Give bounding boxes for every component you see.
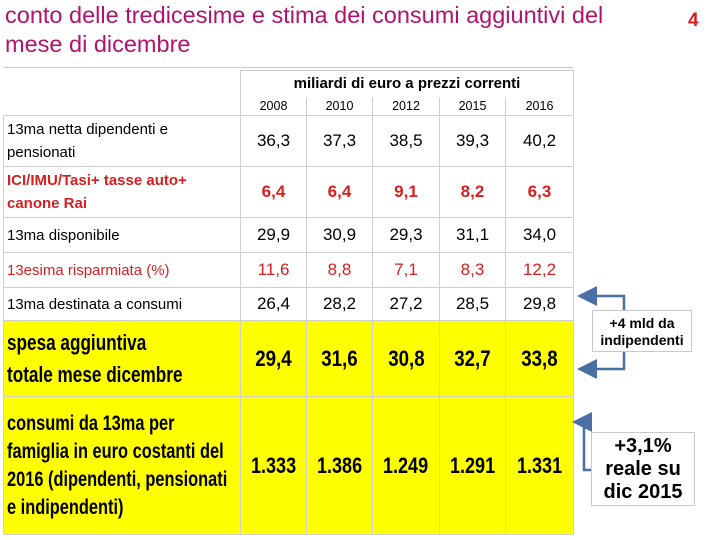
header-corner [4,71,241,116]
cell-value: 37,3 [306,115,373,167]
consumption-table: miliardi di euro a prezzi correnti 2008 … [3,70,574,535]
table-row-tasse: ICI/IMU/Tasi+ tasse auto+ canone Rai 6,4… [3,166,574,218]
cell-value: 29,9 [240,217,307,253]
table-row-13ma-disponibile: 13ma disponibile 29,9 30,9 29,3 31,1 34,… [3,217,574,253]
cell-value: 29,8 [505,287,574,321]
cell-value: 8,3 [439,252,506,288]
row-label-cell: spesa aggiuntiva totale mese dicembre [3,320,241,397]
cell-value: 28,2 [306,287,373,321]
row-label: ICI/IMU/Tasi+ tasse auto+ canone Rai [3,166,241,218]
arrow-to-famiglia-row [572,412,592,472]
cell-value-cell: 30,8 [372,320,440,397]
cell-value: 9,1 [372,166,440,218]
cell-value: 1.291 [449,452,496,478]
year-header: 2010 [306,96,373,116]
cell-value: 11,6 [240,252,307,288]
cell-value: 30,9 [306,217,373,253]
row-label: spesa aggiuntiva totale mese dicembre [7,329,183,387]
cell-value: 29,3 [372,217,440,253]
row-label: 13ma netta dipendenti e pensionati [3,115,241,167]
table-row-destinata-consumi: 13ma destinata a consumi 26,4 28,2 27,2 … [3,287,574,321]
cell-value: 6,3 [505,166,574,218]
cell-value-cell: 29,4 [240,320,307,397]
row-label: 13esima risparmiata (%) [3,252,241,288]
unit-header: miliardi di euro a prezzi correnti [240,70,574,97]
cell-value: 1.249 [383,452,429,478]
year-header: 2016 [505,96,574,116]
cell-value: 28,5 [439,287,506,321]
title-divider [3,67,573,68]
cell-value: 29,4 [255,345,292,371]
slide-title: conto delle tredicesime e stima dei cons… [5,2,604,57]
cell-value: 33,8 [521,345,558,371]
cell-value: 26,4 [240,287,307,321]
table-row-13ma-netta: 13ma netta dipendenti e pensionati 36,3 … [3,115,574,167]
cell-value: 36,3 [240,115,307,167]
year-header: 2012 [372,96,440,116]
row-label: 13ma destinata a consumi [3,287,241,321]
row-label-cell: consumi da 13ma per famiglia in euro cos… [3,396,241,535]
page-number: 4 [688,10,699,31]
cell-value: 7,1 [372,252,440,288]
cell-value: 8,8 [306,252,373,288]
cell-value: 27,2 [372,287,440,321]
cell-value-cell: 1.333 [240,396,307,535]
cell-value: 32,7 [454,345,491,371]
cell-value: 40,2 [505,115,574,167]
row-label: 13ma disponibile [3,217,241,253]
arrow-to-spesa-row [577,352,626,379]
year-header: 2008 [240,96,307,116]
cell-value: 1.386 [316,452,363,478]
cell-value: 39,3 [439,115,506,167]
cell-value: 12,2 [505,252,574,288]
cell-value-cell: 1.331 [505,396,574,535]
year-header: 2015 [439,96,506,116]
cell-value-cell: 1.291 [439,396,506,535]
cell-value: 6,4 [240,166,307,218]
cell-value: 30,8 [387,345,425,371]
cell-value-cell: 1.249 [372,396,440,535]
cell-value: 6,4 [306,166,373,218]
cell-value: 31,6 [321,345,358,371]
callout-independents: +4 mld da indipendenti [592,310,692,352]
table-row-spesa-aggiuntiva: spesa aggiuntiva totale mese dicembre 29… [3,320,574,397]
cell-value: 34,0 [505,217,574,253]
cell-value: 1.333 [250,452,297,478]
row-label: consumi da 13ma per famiglia in euro cos… [7,411,228,519]
table-row-risparmiata: 13esima risparmiata (%) 11,6 8,8 7,1 8,3… [3,252,574,288]
cell-value-cell: 1.386 [306,396,373,535]
cell-value: 31,1 [439,217,506,253]
cell-value: 8,2 [439,166,506,218]
cell-value: 1.331 [516,452,563,478]
table-row-consumi-famiglia: consumi da 13ma per famiglia in euro cos… [3,396,574,535]
arrow-to-consumi-row [577,286,626,310]
cell-value-cell: 31,6 [306,320,373,397]
cell-value-cell: 33,8 [505,320,574,397]
cell-value-cell: 32,7 [439,320,506,397]
unit-header-row: miliardi di euro a prezzi correnti [4,70,574,97]
callout-real-growth: +3,1% reale su dic 2015 [591,432,695,506]
cell-value: 38,5 [372,115,440,167]
